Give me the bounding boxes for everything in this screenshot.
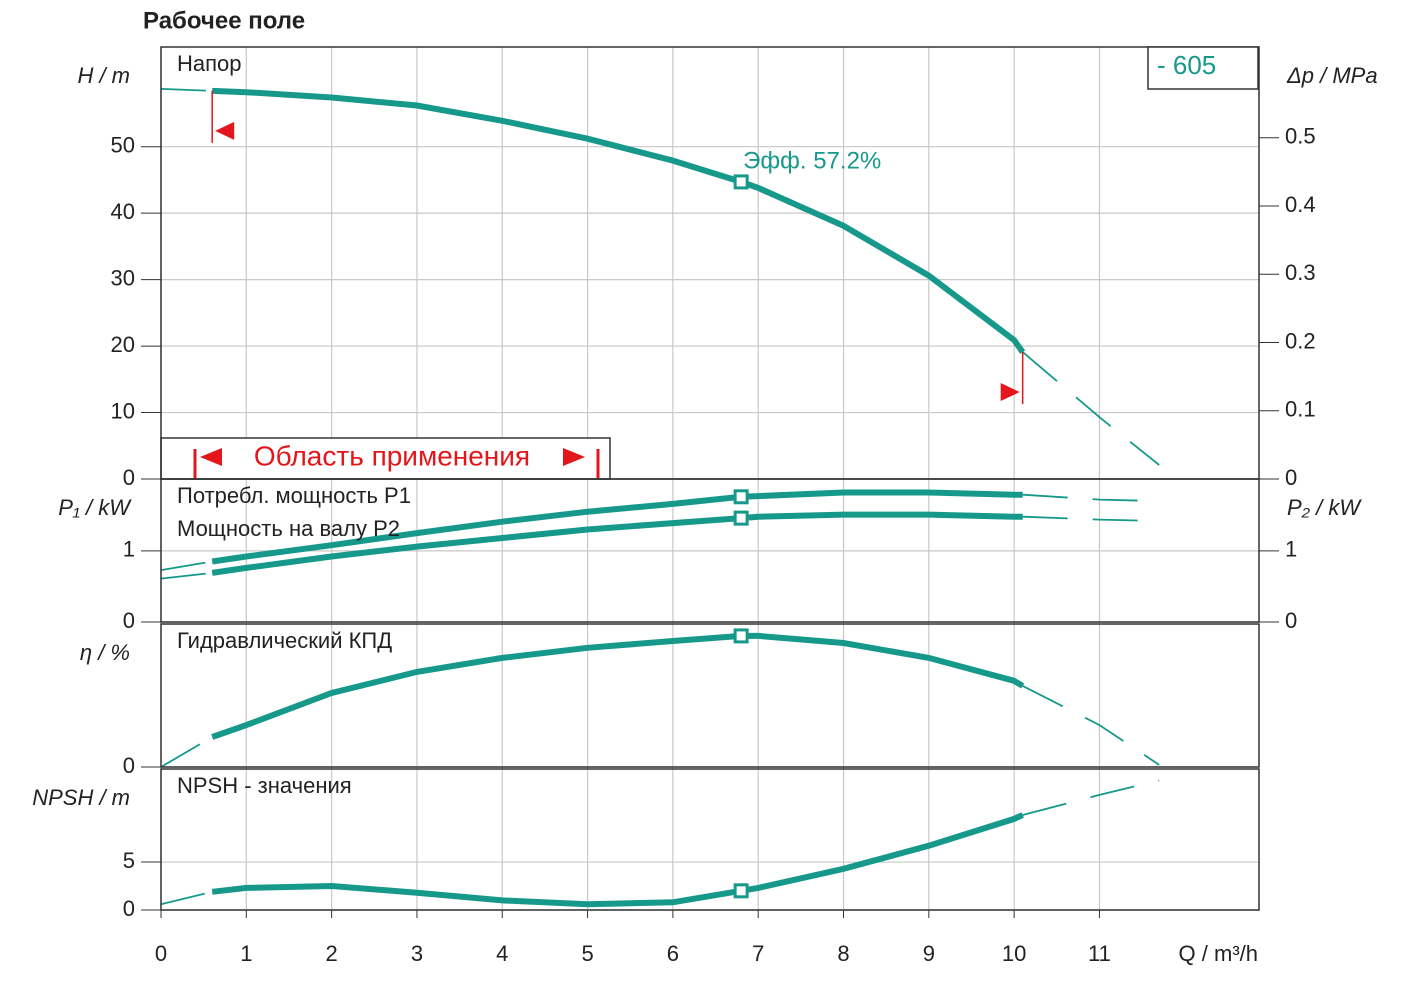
series-label: Потребл. мощность P1 bbox=[177, 483, 411, 508]
range-arrow bbox=[200, 448, 222, 466]
model-box bbox=[1147, 46, 1259, 90]
x-tick-label: 11 bbox=[1088, 941, 1111, 966]
x-tick-label: 4 bbox=[496, 941, 508, 966]
duty-point bbox=[733, 489, 749, 505]
line-series bbox=[212, 87, 1026, 354]
x-tick-label: 7 bbox=[752, 941, 764, 966]
range-box bbox=[160, 437, 611, 480]
series-label: Мощность на валу P2 bbox=[177, 516, 400, 541]
y2-axis-label: Δp / MPa bbox=[1286, 63, 1378, 88]
y2-tick-label: 0 bbox=[1285, 465, 1297, 490]
duty-point bbox=[733, 628, 749, 644]
y-axis-label: P₁ / kW bbox=[58, 495, 132, 520]
x-tick-label: 6 bbox=[667, 941, 679, 966]
y2-tick-label: 0.4 bbox=[1285, 192, 1316, 217]
line-extension bbox=[160, 493, 1160, 571]
duty-point bbox=[733, 174, 749, 190]
x-tick-label: 8 bbox=[837, 941, 849, 966]
line-extension bbox=[160, 515, 1160, 580]
y-tick-label: 10 bbox=[111, 398, 135, 423]
y-tick-label: 30 bbox=[111, 265, 135, 290]
line-series bbox=[211, 489, 1023, 565]
line-extension bbox=[160, 685, 1160, 768]
panel-frame bbox=[160, 768, 1260, 911]
y-tick-label: 0 bbox=[123, 465, 135, 490]
x-tick-label: 0 bbox=[155, 941, 167, 966]
chart-title: Рабочее поле bbox=[143, 7, 305, 34]
range-label: Область применения bbox=[254, 440, 530, 471]
x-tick-label: 2 bbox=[326, 941, 338, 966]
panel-frame bbox=[160, 478, 1260, 623]
panel-frame bbox=[160, 46, 1260, 480]
x-tick-label: 10 bbox=[1002, 941, 1026, 966]
y2-tick-label: 0.2 bbox=[1285, 328, 1316, 353]
x-axis-label: Q / m³/h bbox=[1179, 941, 1258, 966]
panel-title: Гидравлический КПД bbox=[177, 628, 392, 653]
y-axis-label: NPSH / m bbox=[32, 785, 130, 810]
x-tick-label: 1 bbox=[240, 941, 252, 966]
range-arrow bbox=[215, 121, 235, 140]
range-arrow bbox=[563, 448, 585, 466]
duty-point bbox=[733, 510, 749, 526]
panel-title: NPSH - значения bbox=[177, 773, 352, 798]
line-extension bbox=[160, 88, 1160, 466]
y-tick-label: 50 bbox=[111, 133, 135, 158]
y2-tick-label: 0 bbox=[1285, 608, 1297, 633]
y-tick-label: 0 bbox=[123, 608, 135, 633]
line-series bbox=[211, 632, 1025, 740]
line-series bbox=[211, 511, 1023, 576]
y2-tick-label: 0.1 bbox=[1285, 397, 1316, 422]
x-tick-label: 9 bbox=[923, 941, 935, 966]
y-axis-label: H / m bbox=[77, 63, 130, 88]
y-axis-label: η / % bbox=[80, 640, 130, 665]
duty-point bbox=[733, 883, 749, 899]
y2-tick-label: 0.5 bbox=[1285, 124, 1316, 149]
panel-frame bbox=[160, 623, 1260, 768]
x-tick-label: 3 bbox=[411, 941, 423, 966]
y-tick-label: 20 bbox=[111, 332, 135, 357]
y-tick-label: 0 bbox=[123, 896, 135, 921]
annotation: Эфф. 57.2% bbox=[743, 147, 881, 174]
line-extension bbox=[160, 779, 1160, 906]
y2-axis-label: P₂ / kW bbox=[1287, 495, 1362, 520]
y-tick-label: 0 bbox=[123, 753, 135, 778]
y-tick-label: 40 bbox=[111, 199, 135, 224]
line-series bbox=[211, 812, 1024, 908]
panel-title: Напор bbox=[177, 51, 242, 76]
range-arrow bbox=[1000, 383, 1020, 402]
model-label: - 605 bbox=[1157, 50, 1216, 80]
y2-tick-label: 1 bbox=[1285, 537, 1297, 562]
y-tick-label: 1 bbox=[123, 537, 135, 562]
y-tick-label: 5 bbox=[123, 848, 135, 873]
x-tick-label: 5 bbox=[581, 941, 593, 966]
y2-tick-label: 0.3 bbox=[1285, 260, 1316, 285]
